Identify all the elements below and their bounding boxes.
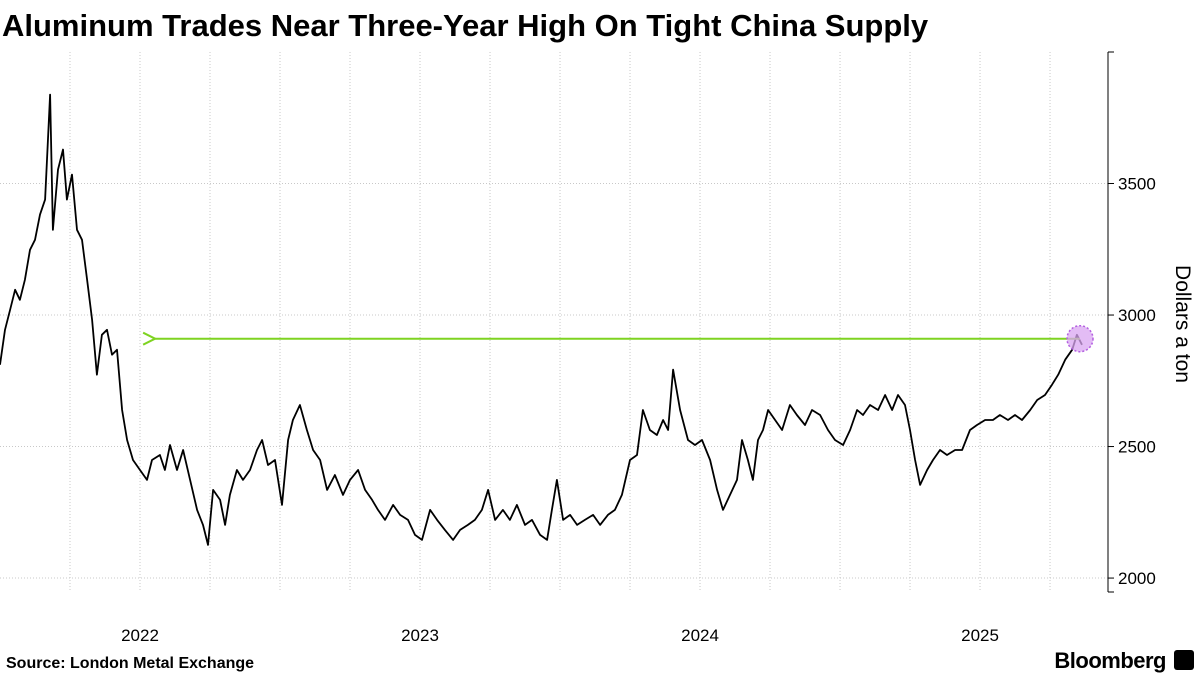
x-tick-label: 2023 [401,626,439,645]
y-axis-title: Dollars a ton [1171,265,1194,383]
price-line [0,93,1083,546]
plot-area: 2000 2500 3000 3500 2022 2023 2024 2025 [0,51,1156,645]
chart-title: Aluminum Trades Near Three-Year High On … [2,8,929,43]
source: Source: London Metal Exchange [6,655,254,672]
y-tick-label: 3000 [1118,306,1156,325]
x-tick-label: 2022 [121,626,159,645]
brand-icon [1174,650,1194,670]
x-tick-label: 2024 [681,626,719,645]
y-tick-label: 2500 [1118,438,1156,457]
brand: Bloomberg [1054,648,1166,673]
x-tick-label: 2025 [961,626,999,645]
y-tick-label: 3500 [1118,175,1156,194]
y-tick-label: 2000 [1118,569,1156,588]
highlight-marker [1066,324,1094,353]
